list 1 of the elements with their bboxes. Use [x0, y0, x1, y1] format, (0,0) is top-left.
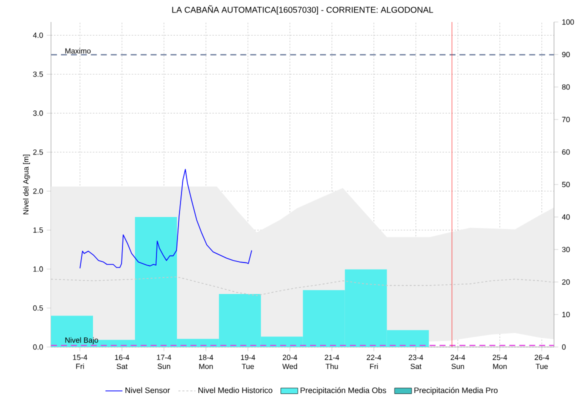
chart-title: LA CABAÑA AUTOMATICA[16057030] - CORRIENTE: ALGODONAL	[172, 5, 434, 14]
